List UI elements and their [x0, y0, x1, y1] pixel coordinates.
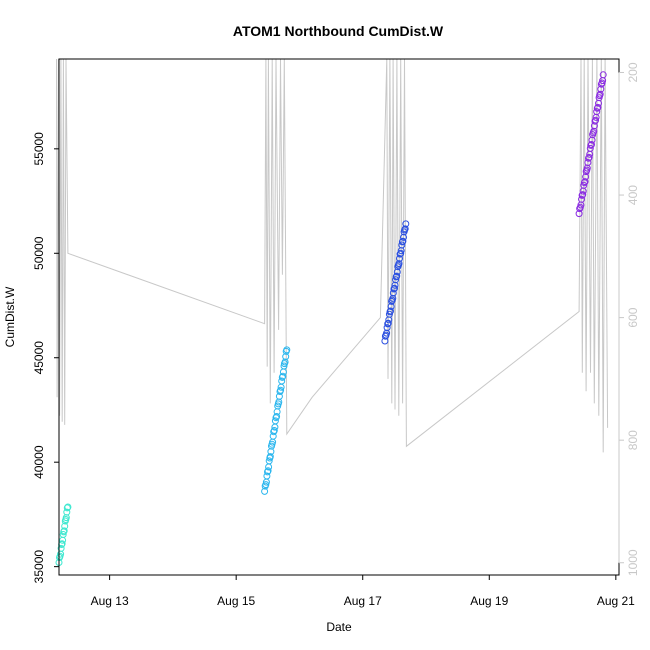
series-4 — [575, 71, 607, 218]
point — [273, 413, 281, 420]
y-tick-label: 40000 — [32, 445, 46, 479]
series-2 — [261, 346, 291, 495]
y2-tick-label: 600 — [626, 307, 640, 327]
point — [399, 237, 407, 245]
point — [265, 457, 273, 465]
point — [581, 178, 589, 186]
point — [277, 386, 285, 394]
y-tick-label: 45000 — [32, 341, 46, 375]
point — [585, 153, 593, 161]
series-1 — [55, 503, 72, 566]
point — [391, 284, 398, 292]
point — [57, 544, 65, 552]
point — [590, 127, 598, 135]
y2-axis: 200 400 600 800 1000 — [618, 62, 640, 576]
point — [596, 90, 604, 98]
point — [402, 220, 410, 228]
chart-title: ATOM1 Northbound CumDist.W — [233, 23, 444, 39]
point — [384, 319, 392, 327]
point — [397, 249, 405, 257]
point — [264, 467, 272, 475]
point — [395, 260, 403, 268]
point — [580, 181, 588, 189]
point — [383, 324, 391, 332]
point — [575, 210, 583, 218]
point — [283, 346, 291, 354]
point — [63, 508, 71, 516]
point — [59, 531, 67, 538]
point — [578, 195, 585, 203]
point — [393, 272, 401, 280]
point — [393, 268, 401, 276]
x-tick-label: Aug 21 — [597, 594, 635, 608]
point — [578, 191, 586, 199]
point — [387, 307, 394, 315]
point — [387, 303, 395, 310]
depth-line — [56, 58, 609, 453]
point — [588, 141, 595, 148]
x-tick-label: Aug 15 — [217, 594, 255, 608]
point — [60, 527, 68, 535]
depth-series — [56, 58, 609, 453]
x-tick-label: Aug 17 — [344, 594, 382, 608]
x-tick-label: Aug 19 — [470, 594, 508, 608]
x-axis: Aug 13 Aug 15 Aug 17 Aug 19 Aug 21 — [91, 574, 635, 608]
point — [384, 320, 392, 328]
point — [270, 427, 278, 434]
point — [279, 372, 287, 380]
point — [263, 472, 271, 480]
y-tick-label: 55000 — [32, 132, 46, 166]
x-tick-label: Aug 13 — [91, 594, 129, 608]
y2-tick-label: 200 — [626, 62, 640, 82]
point — [401, 225, 409, 233]
point — [266, 453, 274, 461]
data-points — [55, 71, 607, 566]
y-axis-label: CumDist.W — [3, 286, 17, 347]
point — [278, 377, 286, 385]
point — [396, 250, 404, 258]
point — [390, 285, 398, 293]
y-tick-label: 50000 — [32, 236, 46, 270]
plot-frame — [58, 58, 620, 576]
series-3 — [381, 220, 410, 345]
point — [271, 417, 279, 425]
point — [599, 71, 607, 79]
y2-tick-label: 1000 — [626, 549, 640, 576]
y-axis: 35000 40000 45000 50000 55000 — [32, 132, 60, 584]
point — [64, 503, 72, 511]
point — [593, 108, 601, 116]
y2-tick-label: 800 — [626, 430, 640, 450]
point — [592, 116, 600, 124]
point — [61, 522, 69, 530]
point — [281, 358, 289, 366]
point — [282, 353, 290, 361]
point — [584, 159, 592, 166]
point — [582, 173, 590, 181]
point — [389, 289, 397, 297]
y-tick-label: 35000 — [32, 550, 46, 584]
point — [586, 144, 594, 152]
point — [389, 294, 397, 302]
point — [579, 191, 587, 199]
point — [261, 487, 269, 495]
x-axis-label: Date — [326, 620, 352, 634]
y2-tick-label: 400 — [626, 185, 640, 205]
point — [396, 255, 403, 262]
point — [398, 241, 406, 249]
point — [392, 276, 400, 284]
point — [594, 103, 602, 111]
